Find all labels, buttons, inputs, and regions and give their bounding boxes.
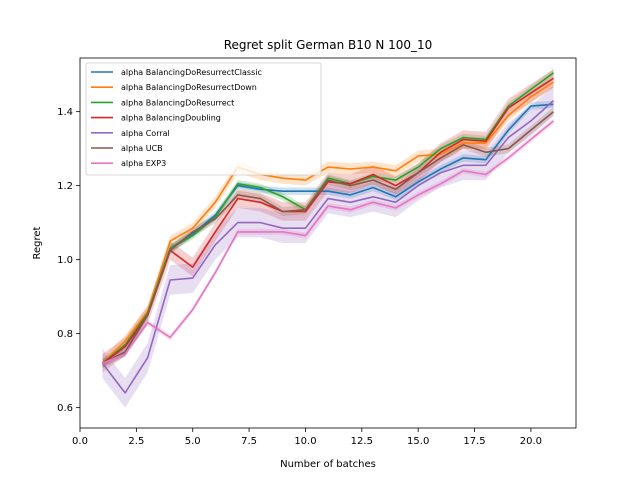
legend-label-alpha-exp3: alpha EXP3 — [121, 159, 166, 168]
y-axis-ticks: 0.6 0.8 1.0 1.2 1.4 — [57, 107, 80, 414]
series-lines — [101, 72, 555, 394]
x-tick-label: 17.5 — [463, 436, 485, 447]
legend-label-alpha-balancingdoresurrectclassic: alpha BalancingDoResurrectClassic — [121, 68, 262, 77]
legend-label-alpha-balancingdoresurrectdown: alpha BalancingDoResurrectDown — [121, 83, 257, 92]
x-axis-ticks: 0.0 2.5 5.0 7.5 10.0 12.5 15.0 17.5 20.0 — [72, 428, 542, 447]
x-tick-label: 0.0 — [72, 436, 88, 447]
x-tick-label: 12.5 — [351, 436, 373, 447]
x-tick-label: 2.5 — [128, 436, 144, 447]
x-tick-label: 7.5 — [241, 436, 257, 447]
band-alpha-balancingdoresurrectclassic — [102, 100, 554, 367]
line-alpha-corral — [101, 100, 555, 394]
x-tick-label: 15.0 — [407, 436, 429, 447]
band-alpha-balancingdoubling — [102, 69, 554, 373]
x-tick-label: 20.0 — [520, 436, 542, 447]
legend-label-alpha-balancingdoresurrect: alpha BalancingDoResurrect — [121, 98, 234, 107]
x-tick-label: 10.0 — [294, 436, 316, 447]
y-tick-label: 1.2 — [57, 181, 73, 192]
y-tick-label: 0.8 — [57, 329, 73, 340]
band-alpha-corral — [102, 85, 554, 408]
x-axis-label: Number of batches — [280, 459, 376, 470]
legend-label-alpha-ucb: alpha UCB — [121, 144, 163, 153]
plot-frame — [79, 57, 577, 429]
legend-box — [85, 62, 322, 176]
y-tick-label: 0.6 — [57, 403, 73, 414]
legend-label-alpha-corral: alpha Corral — [121, 129, 170, 138]
y-tick-label: 1.4 — [57, 107, 73, 118]
chart-title: Regret split German B10 N 100_10 — [224, 38, 433, 52]
line-alpha-exp3 — [102, 120, 555, 365]
line-alpha-ucb — [102, 111, 555, 365]
line-alpha-balancingdoresurrectdown — [101, 81, 554, 364]
y-tick-label: 1.0 — [57, 255, 73, 266]
line-alpha-balancingdoubling — [102, 77, 554, 364]
y-axis-label: Regret — [32, 226, 43, 259]
legend: alpha BalancingDoResurrectClassic alpha B… — [85, 62, 322, 176]
legend-label-alpha-balancingdoubling: alpha BalancingDoubling — [121, 114, 221, 123]
x-tick-label: 5.0 — [185, 436, 201, 447]
